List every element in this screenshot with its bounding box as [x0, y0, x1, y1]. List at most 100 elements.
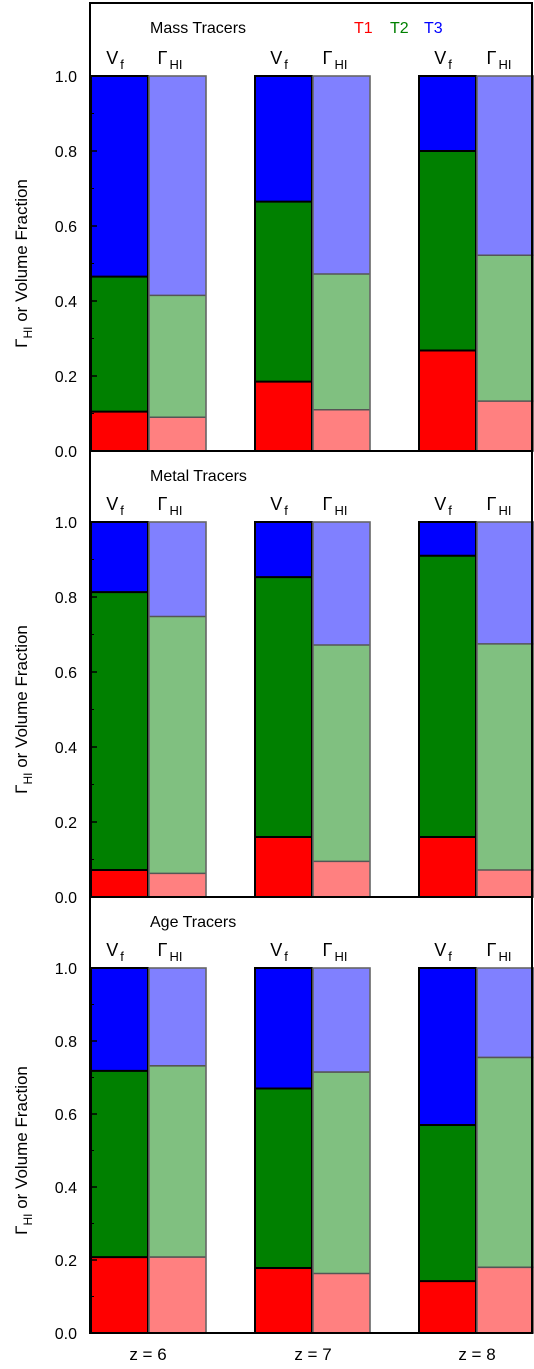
column-header-gamma: Γ HI	[158, 48, 183, 72]
bar-segment-t3	[419, 522, 476, 556]
bar-segment-t1	[419, 837, 476, 897]
bar-segment-t3	[313, 522, 370, 645]
legend-t2: T2	[390, 20, 409, 37]
bar-segment-t1	[255, 381, 312, 451]
bar-segment-t3	[149, 968, 206, 1066]
column-header-gamma: Γ HI	[323, 494, 348, 518]
y-tick-label: 0.0	[55, 890, 77, 907]
bar-1-gamma	[312, 75, 371, 452]
bar-segment-t1	[149, 1257, 206, 1333]
bar-1-gamma	[312, 521, 371, 898]
panel-title: Mass Tracers	[150, 20, 246, 37]
bar-0-vf	[90, 75, 149, 452]
bar-segment-t2	[477, 1057, 534, 1268]
bar-2-vf	[418, 75, 477, 452]
bar-segment-t1	[477, 1267, 534, 1333]
bar-segment-t2	[477, 643, 534, 870]
y-axis-label: ΓHI or Volume Fraction	[12, 179, 35, 348]
bar-segment-t3	[419, 76, 476, 151]
x-tick-label: z = 6	[129, 1345, 166, 1364]
bar-segment-t3	[149, 522, 206, 617]
y-tick-label: 0.8	[55, 144, 77, 161]
y-tick-label: 0.2	[55, 815, 77, 832]
bar-segment-t2	[313, 645, 370, 862]
y-tick-label: 1.0	[55, 515, 77, 532]
bar-segment-t2	[149, 616, 206, 874]
bar-2-vf	[418, 967, 477, 1334]
bar-segment-t2	[313, 274, 370, 410]
bar-segment-t3	[477, 522, 534, 644]
y-axis-label: ΓHI or Volume Fraction	[12, 625, 35, 794]
bar-segment-t2	[313, 1072, 370, 1274]
y-tick-label: 0.0	[55, 1326, 77, 1343]
bar-segment-t2	[149, 295, 206, 418]
bar-segment-t2	[255, 1088, 312, 1269]
y-tick-label: 1.0	[55, 69, 77, 86]
y-tick-label: 0.6	[55, 219, 77, 236]
bar-segment-t1	[149, 417, 206, 451]
bar-segment-t3	[477, 968, 534, 1058]
bar-segment-t3	[91, 76, 148, 277]
bar-segment-t1	[477, 401, 534, 451]
bar-segment-t3	[91, 968, 148, 1071]
x-tick-label: z = 7	[294, 1345, 331, 1364]
bar-segment-t1	[477, 870, 534, 897]
y-axis-label: ΓHI or Volume Fraction	[12, 1066, 35, 1235]
bar-segment-t1	[419, 1281, 476, 1333]
bar-segment-t2	[91, 276, 148, 412]
bar-segment-t3	[313, 76, 370, 274]
column-header-gamma: Γ HI	[487, 940, 512, 964]
panel-frame	[89, 896, 533, 1334]
bar-segment-t1	[313, 409, 370, 451]
column-header-gamma: Γ HI	[487, 494, 512, 518]
bar-segment-t2	[419, 151, 476, 351]
y-tick-label: 0.6	[55, 1107, 77, 1124]
bar-1-vf	[254, 967, 313, 1334]
bar-2-gamma	[476, 75, 534, 452]
bar-segment-t1	[91, 411, 148, 451]
bar-2-gamma	[476, 967, 534, 1334]
bar-0-gamma	[148, 75, 207, 452]
column-header-gamma: Γ HI	[158, 940, 183, 964]
bar-0-vf	[90, 967, 149, 1334]
bar-segment-t1	[91, 870, 148, 897]
bar-segment-t2	[255, 577, 312, 837]
bar-segment-t3	[477, 76, 534, 256]
bar-0-vf	[90, 521, 149, 898]
panel-title: Age Tracers	[150, 914, 236, 931]
y-tick-label: 0.8	[55, 1034, 77, 1051]
bar-1-vf	[254, 521, 313, 898]
bar-2-gamma	[476, 521, 534, 898]
bar-segment-t2	[477, 255, 534, 402]
y-tick-label: 0.2	[55, 369, 77, 386]
y-tick-label: 0.0	[55, 444, 77, 461]
bar-segment-t1	[255, 1268, 312, 1333]
y-tick-label: 0.4	[55, 294, 77, 311]
bar-segment-t1	[149, 873, 206, 897]
bar-segment-t3	[255, 522, 312, 578]
legend: T1 T2 T3	[354, 20, 443, 37]
bar-0-gamma	[148, 521, 207, 898]
bar-segment-t1	[313, 861, 370, 897]
bar-segment-t3	[255, 968, 312, 1089]
y-tick-label: 0.8	[55, 590, 77, 607]
y-tick-label: 0.6	[55, 665, 77, 682]
bar-segment-t2	[419, 555, 476, 837]
bar-segment-t2	[149, 1065, 206, 1258]
panel-title: Metal Tracers	[150, 468, 247, 485]
column-header-gamma: Γ HI	[323, 48, 348, 72]
bar-segment-t2	[91, 592, 148, 870]
legend-t3: T3	[424, 20, 443, 37]
column-header-gamma: Γ HI	[487, 48, 512, 72]
bar-segment-t1	[91, 1257, 148, 1333]
y-tick-label: 0.2	[55, 1253, 77, 1270]
bar-segment-t1	[255, 837, 312, 897]
bar-segment-t1	[313, 1273, 370, 1333]
